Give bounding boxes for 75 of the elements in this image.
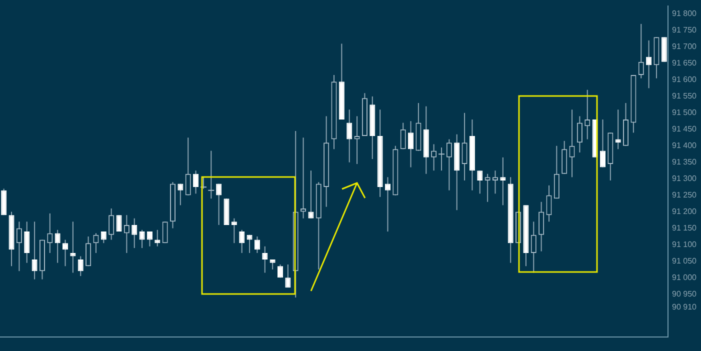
candlestick	[70, 221, 76, 274]
candlestick	[86, 236, 92, 267]
candlestick	[300, 137, 306, 219]
candlestick	[185, 137, 191, 196]
y-tick-label: 91 400	[672, 141, 698, 150]
candlestick	[108, 208, 114, 240]
y-tick-label: 91 750	[672, 26, 698, 35]
candlestick	[562, 140, 568, 174]
candlestick	[446, 138, 452, 191]
candlestick	[1, 188, 7, 216]
candlestick	[178, 183, 184, 206]
candlestick	[638, 23, 644, 79]
candlestick	[62, 239, 68, 267]
y-tick-label: 90 910	[672, 302, 698, 312]
y-tick-label: 91 200	[672, 206, 698, 216]
y-tick-label: 91 650	[672, 58, 698, 68]
candlestick	[24, 221, 30, 264]
candlestick	[93, 232, 99, 254]
candlestick	[354, 116, 360, 164]
candlestick	[139, 229, 145, 249]
candlestick	[400, 122, 406, 150]
candlestick	[646, 40, 652, 89]
candlestick	[16, 221, 22, 272]
candlestick	[193, 170, 199, 194]
candlestick	[462, 112, 468, 181]
candlestick	[277, 264, 284, 278]
candlestick	[216, 183, 222, 226]
y-tick-label: 90 950	[672, 289, 698, 298]
candlestick	[408, 120, 414, 168]
candlestick	[208, 150, 215, 200]
candlestick	[47, 212, 53, 254]
y-tick-label: 91 000	[672, 272, 698, 282]
candlestick	[500, 156, 506, 206]
candlestick	[600, 118, 606, 168]
y-tick-label: 91 450	[672, 124, 698, 134]
candlestick	[254, 236, 260, 254]
y-tick-label: 91 100	[672, 240, 698, 249]
y-tick-label: 91 300	[672, 174, 698, 184]
candlestick	[231, 218, 237, 244]
candlestick	[32, 221, 38, 280]
candlestick	[584, 89, 590, 140]
y-tick-label: 91 500	[672, 108, 698, 118]
y-tick-label: 91 050	[672, 256, 698, 266]
candlestick	[554, 145, 560, 200]
candlestick	[239, 229, 245, 254]
candlestick	[54, 229, 60, 264]
y-tick-label: 91 800	[672, 9, 698, 18]
candlestick	[484, 173, 490, 202]
candlestick	[78, 256, 84, 277]
candlestick	[246, 234, 252, 254]
candlestick	[431, 144, 437, 172]
candlestick	[384, 176, 391, 232]
candlestick	[146, 231, 152, 247]
y-tick-label: 91 150	[672, 223, 698, 232]
y-tick-label: 91 550	[672, 92, 698, 101]
candlestick	[100, 231, 106, 244]
candlestick	[438, 147, 445, 172]
candlestick	[530, 221, 536, 274]
candlestick	[538, 201, 544, 252]
candlestick	[285, 264, 291, 288]
candlestick	[124, 214, 130, 254]
candlestick	[346, 109, 352, 163]
candlestick	[308, 170, 314, 219]
y-tick-label: 91 700	[672, 42, 698, 52]
y-tick-label: 91 250	[672, 190, 698, 200]
candlestick	[262, 246, 268, 274]
candlestick	[576, 116, 582, 153]
candlestick	[546, 184, 552, 222]
candlestick	[270, 259, 276, 270]
candlestick	[569, 109, 575, 178]
candlestick	[477, 170, 483, 194]
candlestick	[132, 218, 138, 249]
candlestick	[492, 170, 498, 194]
y-tick-label: 91 350	[672, 158, 698, 167]
y-tick-label: 91 600	[672, 75, 698, 84]
